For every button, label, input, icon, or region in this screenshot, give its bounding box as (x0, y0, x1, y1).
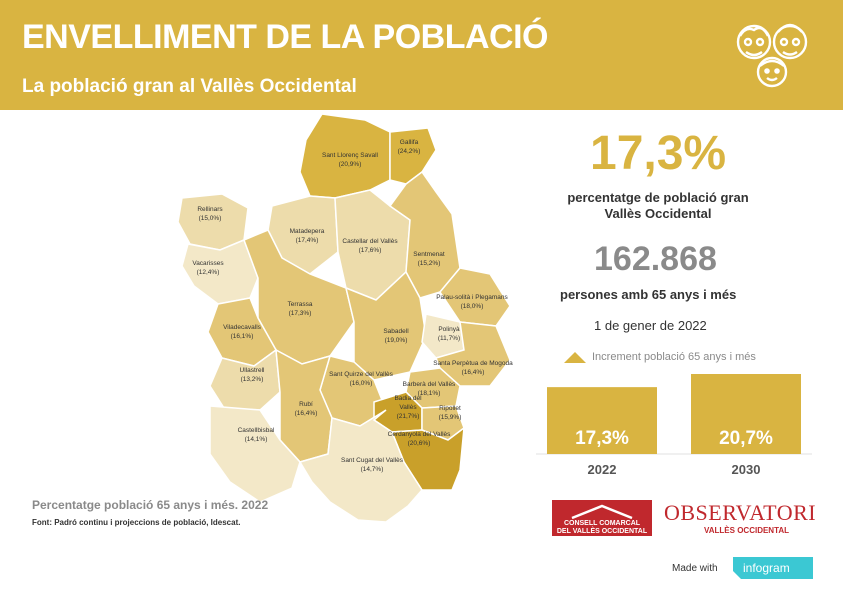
infogram-badge[interactable]: infogram (733, 557, 813, 579)
map-label: Rubí (299, 401, 313, 408)
map-label: (16,1%) (231, 333, 254, 340)
map-label: (11,7%) (438, 335, 460, 342)
kpi-date: 1 de gener de 2022 (594, 318, 707, 333)
region-rellinars (177, 193, 249, 251)
region-castellbisbal (209, 405, 301, 503)
region-gallifa (389, 127, 437, 185)
map-label: (13,2%) (241, 376, 264, 383)
map-label: (15,0%) (199, 215, 222, 222)
map-label: (16,4%) (295, 410, 318, 417)
region-sabadell (344, 270, 427, 381)
map-label: Castellar del Vallès (342, 238, 398, 245)
map-label: (19,0%) (385, 337, 408, 344)
map-label: Sant Cugat del Vallès (341, 457, 404, 464)
map-label: (17,6%) (359, 247, 382, 254)
legend-triangle-icon (564, 351, 586, 363)
infogram-brand: infogram (743, 561, 790, 575)
map-label: Cerdanyola del Vallès (388, 431, 451, 438)
map-label: (20,6%) (408, 440, 431, 447)
map-label: (24,2%) (398, 148, 421, 155)
map-label-badia-sub: Vallès (399, 404, 417, 411)
made-with-text: Made with (672, 563, 718, 574)
bar-category-label: 2022 (588, 462, 617, 477)
map-label: Sabadell (383, 328, 409, 335)
legend-label: Increment població 65 anys i més (592, 351, 756, 363)
map-label: Rellinars (197, 206, 223, 213)
map-label: Badia del (394, 395, 422, 402)
bar-chart: 17,3% 2022 20,7% 2030 (536, 374, 812, 477)
map-label: Ullastrell (240, 367, 265, 374)
map-label: (15,2%) (418, 260, 441, 267)
map-label: Sant Quirze del Vallès (329, 371, 394, 378)
observatori-subtitle: VALLÈS OCCIDENTAL (704, 526, 790, 535)
ccvo-line1: CONSELL COMARCAL (564, 520, 641, 527)
map-label: Castellbisbal (238, 427, 275, 434)
map-label: (15,9%) (439, 414, 462, 421)
page-title: ENVELLIMENT DE LA POBLACIÓ (22, 18, 548, 56)
bar-value-label: 17,3% (575, 428, 629, 449)
ccvo-logo-mark: CONSELL COMARCAL DEL VALLÈS OCCIDENTAL (552, 500, 652, 536)
map-label: (17,3%) (289, 310, 312, 317)
map-source: Font: Padró continu i projeccions de pob… (32, 518, 241, 527)
map-label: (12,4%) (197, 269, 220, 276)
region-vacarisses (181, 239, 259, 305)
chart-legend: Increment població 65 anys i més (564, 349, 756, 365)
map-label: (18,0%) (461, 303, 484, 310)
municipality-map: Sant Llorenç Savall (20,9%) Gallifa (24,… (177, 113, 513, 523)
map-label: Sant Llorenç Savall (322, 152, 379, 159)
map-label: (21,7%) (397, 413, 420, 420)
map-label: (14,7%) (361, 466, 384, 473)
map-label: Ripollet (439, 405, 461, 412)
kpi-percentage-label: percentatge de població gran Vallès Occi… (567, 190, 749, 221)
region-sant-cugat (298, 409, 423, 523)
kpi-percentage: 17,3% (590, 127, 727, 180)
map-label: Palau-solità i Plegamans (436, 294, 508, 301)
kpi-count: 162.868 (594, 240, 717, 278)
header-banner: ENVELLIMENT DE LA POBLACIÓ La població g… (0, 0, 843, 110)
region-ullastrell (209, 348, 281, 411)
map-label: Gallifa (400, 139, 419, 146)
map-label: Santa Perpètua de Mogoda (433, 360, 513, 367)
map-label: (16,0%) (350, 380, 373, 387)
page-subtitle: La població gran al Vallès Occidental (22, 76, 357, 97)
map-label: Polinyà (438, 326, 460, 333)
bar-2030 (691, 374, 801, 454)
map-label: (14,1%) (245, 436, 268, 443)
observatori-title: OBSERVATORI (664, 500, 817, 525)
infogram-badge-shape (733, 557, 813, 579)
map-label: (18,1%) (418, 390, 441, 397)
observatori-logo: OBSERVATORI VALLÈS OCCIDENTAL (664, 500, 816, 536)
kpi-count-label: persones amb 65 anys i més (560, 287, 737, 302)
map-label: Terrassa (288, 301, 313, 308)
map-label: (17,4%) (296, 237, 319, 244)
map-caption: Percentatge població 65 anys i més. 2022 (32, 498, 269, 512)
map-label: (20,9%) (339, 161, 362, 168)
map-label: (16,4%) (462, 369, 485, 376)
map-label: Viladecavalls (223, 324, 262, 331)
bar-value-label: 20,7% (719, 428, 773, 449)
elderly-faces-icon (736, 23, 808, 88)
bar-category-label: 2030 (732, 462, 761, 477)
region-terrassa (243, 229, 355, 365)
map-label: Matadepera (290, 228, 325, 235)
map-label: Barberà del Vallès (403, 381, 456, 388)
bar-2022 (547, 387, 657, 454)
ccvo-line2: DEL VALLÈS OCCIDENTAL (557, 526, 648, 535)
map-label: Sentmenat (413, 251, 445, 258)
map-label: Vacarisses (192, 260, 224, 267)
ccvo-logo: CONSELL COMARCAL DEL VALLÈS OCCIDENTAL (552, 500, 652, 536)
